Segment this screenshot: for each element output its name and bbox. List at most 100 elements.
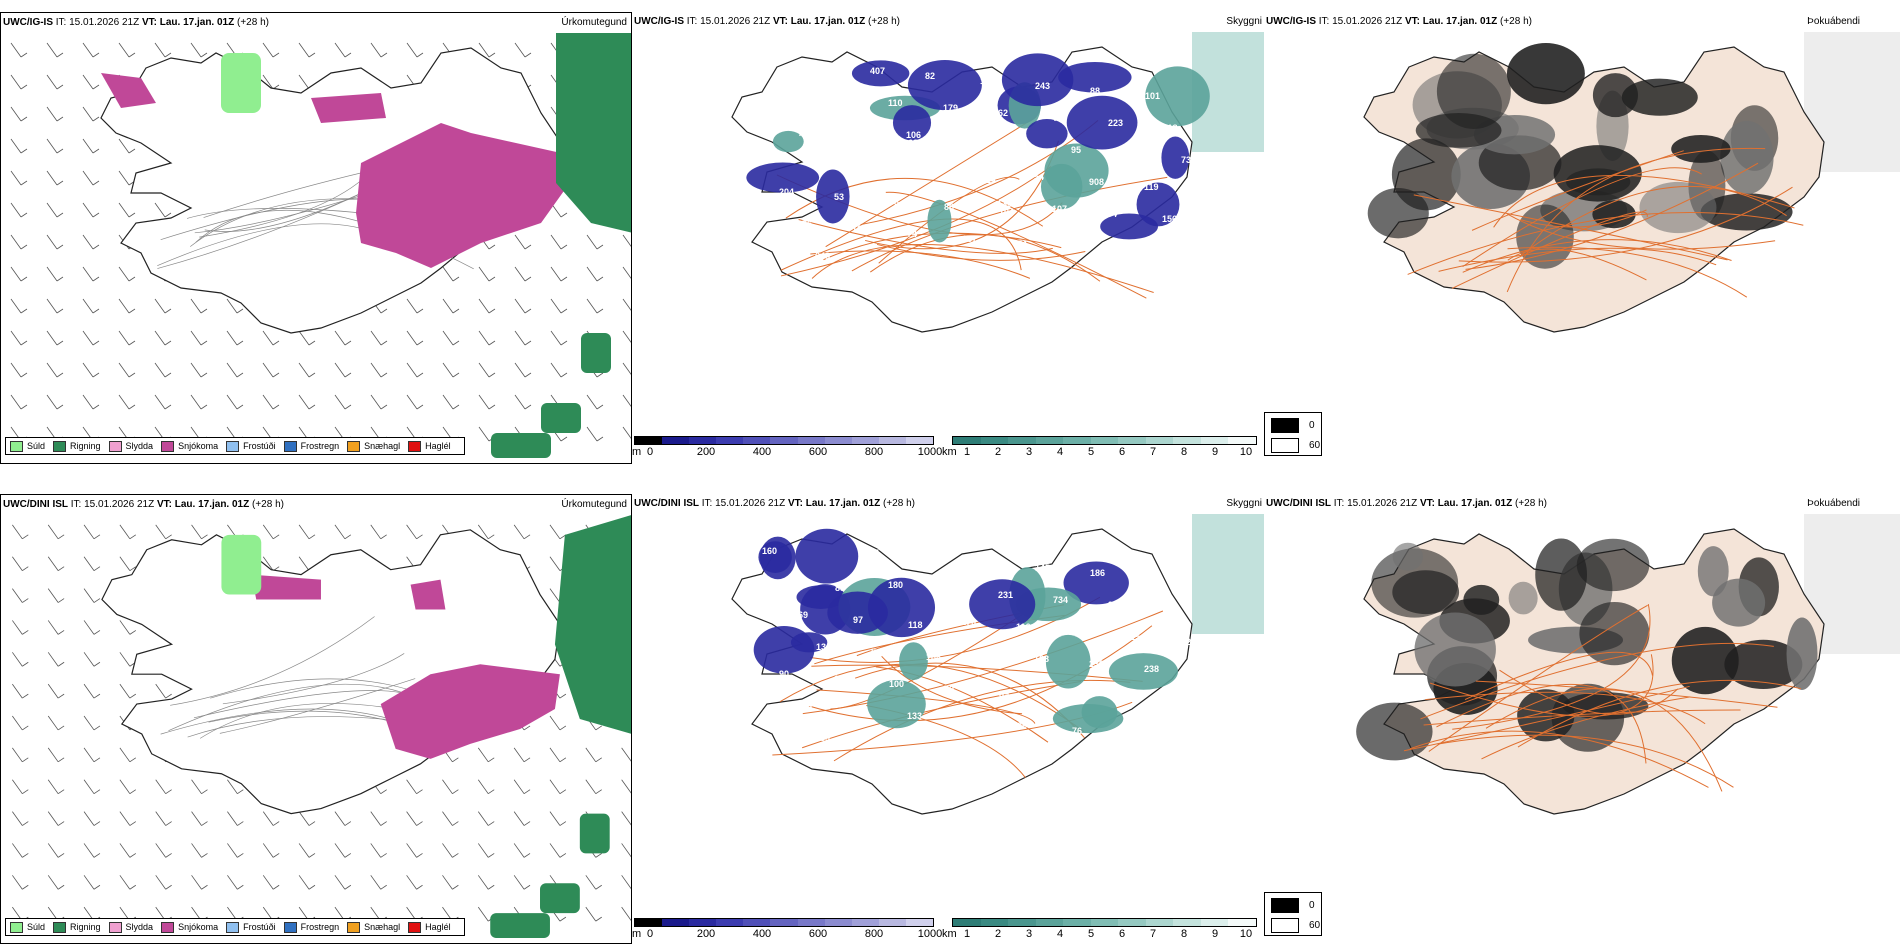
wind-barb [93,598,101,603]
wind-barb [128,52,136,58]
ceiling-value-label: 85 [1180,246,1190,256]
panel-title: Úrkomutegund [561,17,627,28]
precip-legend: Súld Rigning Slydda Snjókoma Frostúði Frostre… [5,918,465,936]
fog-indicator-area [1436,53,1511,129]
wind-barb [83,715,95,731]
wind-barb [488,404,496,410]
colorbar-unit: m [632,446,642,458]
wind-barb [442,330,454,346]
wind-barb [164,340,172,346]
wind-barb [514,362,526,378]
ceiling-value-label: 54 [871,647,881,657]
fog-indicator-area [1415,113,1502,148]
low-ceiling-area [892,105,932,141]
road-line [1407,212,1804,275]
wind-barb [416,308,424,314]
wind-barb [262,330,274,346]
colorbar-tick: 600 [808,446,828,458]
wind-barb [22,630,29,635]
legend-swatch [108,921,122,933]
wind-barb [298,524,310,540]
ceiling-value-label: 62 [998,108,1008,118]
wind-barb [370,42,382,58]
wind-barb [262,811,274,826]
low-ceiling-area [759,536,796,580]
colorbar-unit: m [632,928,642,940]
fog-indicator-area [1712,578,1766,627]
wind-barb [478,298,490,314]
wind-barb [560,212,568,218]
wind-barb [477,843,489,858]
panel-header: UWC/DINI ISL IT: 15.01.2026 21Z VT: Lau.… [1266,498,1547,509]
wind-barb [57,884,65,890]
wind-barb [56,116,64,122]
snow-area [311,93,386,123]
ceiling-value-label: 97 [853,615,863,625]
wind-barb [524,276,532,282]
wind-barb [452,276,460,282]
wind-barb [56,244,64,250]
colorbar-tick: 2 [994,446,1002,458]
wind-barb [452,789,459,795]
wind-barb [10,138,22,154]
wind-barb [165,789,172,795]
ceiling-value-label: 145 [1035,563,1050,573]
wind-barb [56,148,64,154]
wind-barb [119,875,131,890]
low-ceiling-area [851,60,910,87]
wind-barb [262,843,274,858]
wind-barb [416,821,423,826]
road-line [860,119,1099,226]
wind-barb [549,779,561,794]
wind-barb [308,52,316,58]
wind-barb [82,362,94,378]
ceiling-value-label: 88 [1054,212,1064,222]
fog-indicator-area [1592,200,1636,229]
wind-barb [20,244,28,250]
fog-indicator-area [1506,43,1585,105]
low-ceiling-area [969,579,1036,630]
rain-area [540,883,580,914]
wind-barb [523,789,531,795]
wind-barb [22,884,29,890]
wind-barb [118,298,130,314]
fog-indicator-area [1576,538,1650,592]
wind-barb [20,308,28,314]
wind-barb [83,747,95,763]
ceiling-value-label: 118 [1163,123,1178,133]
colorbar-tick: 8 [1180,446,1188,458]
ceiling-value-label: 908 [1089,177,1104,187]
low-ceiling-area [795,528,859,584]
ceiling-value-label: 273 [962,716,977,726]
low-ceiling-area [1161,136,1190,179]
road-line [1520,185,1787,257]
road-line [193,690,408,719]
road-line [1425,691,1706,725]
wind-barb [56,372,64,378]
wind-barb [93,725,101,731]
panel-header: UWC/IG-IS IT: 15.01.2026 21Z VT: Lau. 17… [1266,16,1532,27]
road-line [1517,679,1802,748]
ceiling-value-label: 110 [888,98,903,108]
wind-barb [46,394,58,410]
precip-legend-item: Snjókoma [161,921,218,933]
legend-label: Snæhagl [364,441,401,451]
wind-barb [308,404,316,410]
legend-swatch [283,921,297,933]
wind-barb [442,843,453,858]
wind-barb [478,330,490,346]
wind-barb [452,884,459,890]
wind-barb [559,693,567,699]
wind-barb [191,524,202,540]
legend-label: Frostregn [300,441,340,451]
wind-barb [370,843,382,858]
ceiling-value-label: 141 [834,674,849,684]
snow-area [380,664,560,759]
fog-indicator-area [1621,78,1698,116]
colorbar-unit: km [942,928,957,940]
ceiling-value-label: 76 [1053,113,1063,123]
wind-barb [524,308,532,314]
wind-barb [46,138,58,154]
wind-barb [442,875,453,890]
colorbar-tick: 3 [1025,446,1033,458]
